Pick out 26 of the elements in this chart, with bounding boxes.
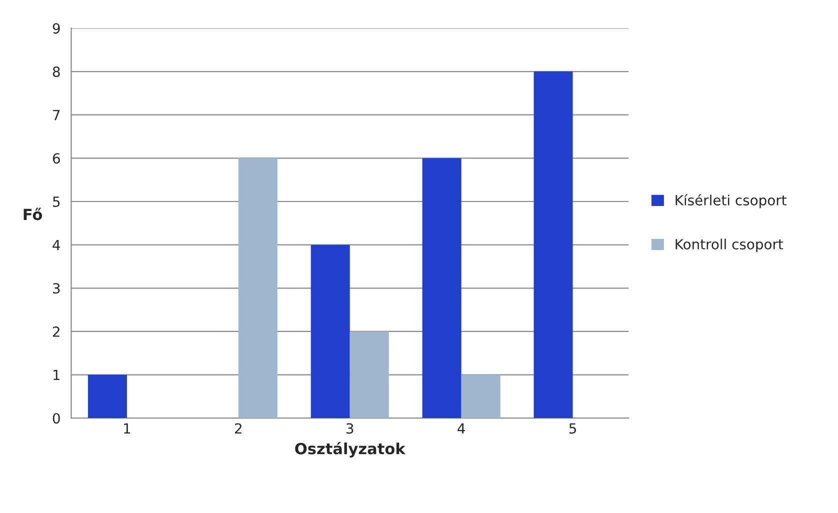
bar [461, 374, 500, 418]
bar [238, 158, 278, 418]
bar [88, 374, 127, 418]
bar [350, 331, 389, 418]
bar [534, 72, 573, 418]
x-axis-title: Osztályzatok [295, 442, 406, 458]
x-tick-label: 5 [569, 423, 576, 434]
y-tick-label: 5 [53, 196, 60, 207]
bar [310, 244, 350, 418]
y-tick-label: 7 [53, 110, 60, 120]
y-tick-label: 6 [52, 153, 60, 164]
legend-label: Kísérleti csoport [676, 194, 786, 208]
y-tick-label: 9 [52, 23, 60, 34]
bar [422, 158, 462, 418]
y-tick-label: 0 [52, 413, 60, 424]
x-tick-label: 2 [235, 423, 242, 434]
x-tick-label: 3 [346, 423, 354, 434]
x-tick-label: 1 [124, 423, 130, 434]
y-axis-title: Fő [24, 208, 42, 220]
x-tick-label: 4 [458, 423, 465, 434]
legend-label: Kontroll csoport [676, 238, 784, 252]
y-tick-label: 4 [52, 240, 60, 250]
y-tick-label: 2 [52, 326, 60, 337]
y-tick-label: 1 [54, 370, 60, 380]
y-tick-label: 3 [53, 283, 60, 294]
y-tick-label: 8 [52, 66, 60, 78]
